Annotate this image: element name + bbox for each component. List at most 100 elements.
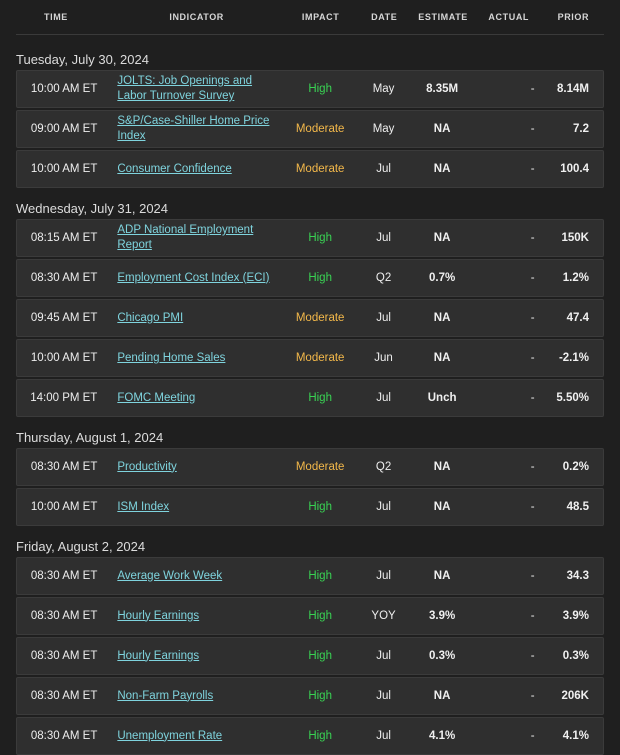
table-row: 10:00 AM ET Pending Home Sales Moderate Jun… (16, 339, 604, 377)
header-estimate: ESTIMATE (418, 12, 468, 22)
indicator-link[interactable]: Unemployment Rate (117, 729, 223, 742)
event-indicator-cell: Consumer Confidence (109, 162, 284, 177)
event-indicator-cell: Hourly Earnings (109, 649, 284, 664)
event-time: 08:30 AM ET (30, 461, 98, 473)
event-impact: Moderate (295, 163, 345, 175)
event-prior: 206K (561, 690, 590, 702)
table-row: 08:15 AM ET ADP National Employment Repor… (16, 219, 604, 257)
table-row: 08:30 AM ET Productivity Moderate Q2 NA - 0.2% (16, 448, 604, 486)
event-estimate: NA (433, 232, 451, 244)
indicator-link[interactable]: Average Work Week (117, 569, 223, 582)
event-period: Jul (376, 163, 391, 175)
event-period: Q2 (375, 272, 392, 284)
event-time: 08:30 AM ET (30, 272, 98, 284)
indicator-link[interactable]: FOMC Meeting (117, 391, 196, 404)
event-estimate: NA (433, 123, 451, 135)
table-row: 08:30 AM ET Hourly Earnings High Jul 0.3% - 0.… (16, 637, 604, 675)
indicator-link[interactable]: Pending Home Sales (117, 351, 226, 364)
event-time: 09:00 AM ET (30, 123, 98, 135)
event-impact: High (308, 610, 332, 622)
event-impact: Moderate (295, 461, 345, 473)
event-prior: -2.1% (558, 352, 589, 364)
event-actual: - (530, 272, 535, 284)
event-actual: - (530, 232, 535, 244)
event-indicator-cell: ISM Index (109, 500, 284, 515)
event-time: 08:15 AM ET (30, 232, 98, 244)
group-date-heading: Tuesday, July 30, 2024 (16, 52, 149, 67)
event-impact: Moderate (295, 123, 345, 135)
event-prior: 48.5 (566, 501, 589, 513)
event-estimate: Unch (427, 392, 457, 404)
event-actual: - (530, 312, 535, 324)
indicator-link[interactable]: Hourly Earnings (117, 649, 200, 662)
table-row: 09:00 AM ET S&P/Case-Shiller Home Price I… (16, 110, 604, 148)
event-indicator-cell: Average Work Week (109, 569, 284, 584)
event-period: Q2 (375, 461, 392, 473)
event-actual: - (530, 730, 535, 742)
indicator-link[interactable]: S&P/Case-Shiller Home Price Index (117, 115, 270, 142)
indicator-link[interactable]: JOLTS: Job Openings and Labor Turnover S… (117, 75, 253, 102)
event-time: 10:00 AM ET (30, 501, 98, 513)
event-time: 08:30 AM ET (30, 610, 98, 622)
event-period: YOY (371, 610, 396, 622)
event-estimate: 0.3% (429, 650, 456, 662)
indicator-link[interactable]: ADP National Employment Report (117, 224, 254, 251)
event-indicator-cell: Pending Home Sales (109, 351, 284, 366)
day-group: Wednesday, July 31, 2024 08:15 AM ET ADP N… (0, 199, 620, 417)
event-indicator-cell: Unemployment Rate (109, 729, 284, 744)
event-indicator-cell: S&P/Case-Shiller Home Price Index (109, 114, 284, 144)
event-period: Jul (376, 650, 391, 662)
day-group: Tuesday, July 30, 2024 10:00 AM ET JOLTS: … (0, 50, 620, 188)
indicator-link[interactable]: Hourly Earnings (117, 609, 200, 622)
event-actual: - (530, 501, 535, 513)
event-period: Jul (376, 570, 391, 582)
event-estimate: NA (433, 352, 451, 364)
event-prior: 34.3 (566, 570, 589, 582)
indicator-link[interactable]: Productivity (117, 460, 177, 473)
event-prior: 7.2 (573, 123, 589, 135)
event-indicator-cell: ADP National Employment Report (109, 223, 284, 253)
event-time: 14:00 PM ET (30, 392, 98, 404)
header-time: TIME (44, 12, 68, 22)
event-prior: 150K (561, 232, 590, 244)
indicator-link[interactable]: Employment Cost Index (ECI) (117, 271, 270, 284)
event-actual: - (530, 570, 535, 582)
event-impact: High (308, 650, 332, 662)
event-impact: High (308, 232, 332, 244)
event-actual: - (530, 83, 535, 95)
event-estimate: 4.1% (429, 730, 456, 742)
indicator-link[interactable]: ISM Index (117, 500, 170, 513)
event-period: Jun (374, 352, 393, 364)
event-impact: High (308, 83, 332, 95)
event-estimate: NA (433, 570, 451, 582)
indicator-link[interactable]: Consumer Confidence (117, 162, 232, 175)
event-time: 08:30 AM ET (30, 730, 98, 742)
event-estimate: NA (433, 461, 451, 473)
event-estimate: NA (433, 163, 451, 175)
event-actual: - (530, 163, 535, 175)
event-impact: High (308, 501, 332, 513)
event-period: Jul (376, 730, 391, 742)
indicator-link[interactable]: Non-Farm Payrolls (117, 689, 214, 702)
event-indicator-cell: FOMC Meeting (109, 391, 284, 406)
event-list: 10:00 AM ET JOLTS: Job Openings and Labor… (16, 70, 604, 188)
event-list: 08:30 AM ET Average Work Week High Jul NA - 34… (16, 557, 604, 755)
indicator-link[interactable]: Chicago PMI (117, 311, 184, 324)
event-time: 08:30 AM ET (30, 690, 98, 702)
event-period: Jul (376, 312, 391, 324)
table-row: 08:30 AM ET Non-Farm Payrolls High Jul NA - 20… (16, 677, 604, 715)
table-row: 14:00 PM ET FOMC Meeting High Jul Unch - 5.50% (16, 379, 604, 417)
table-row: 10:00 AM ET Consumer Confidence Moderate Ju… (16, 150, 604, 188)
event-prior: 100.4 (560, 163, 589, 175)
event-estimate: 0.7% (429, 272, 456, 284)
table-row: 10:00 AM ET ISM Index High Jul NA - 48.5 (16, 488, 604, 526)
group-date-heading: Thursday, August 1, 2024 (16, 430, 164, 445)
header-actual: ACTUAL (488, 12, 530, 22)
event-time: 09:45 AM ET (30, 312, 98, 324)
table-row: 08:30 AM ET Unemployment Rate High Jul 4.1% -… (16, 717, 604, 755)
header-date: DATE (371, 12, 398, 22)
event-time: 10:00 AM ET (30, 352, 98, 364)
event-actual: - (530, 690, 535, 702)
event-prior: 5.50% (556, 392, 589, 404)
